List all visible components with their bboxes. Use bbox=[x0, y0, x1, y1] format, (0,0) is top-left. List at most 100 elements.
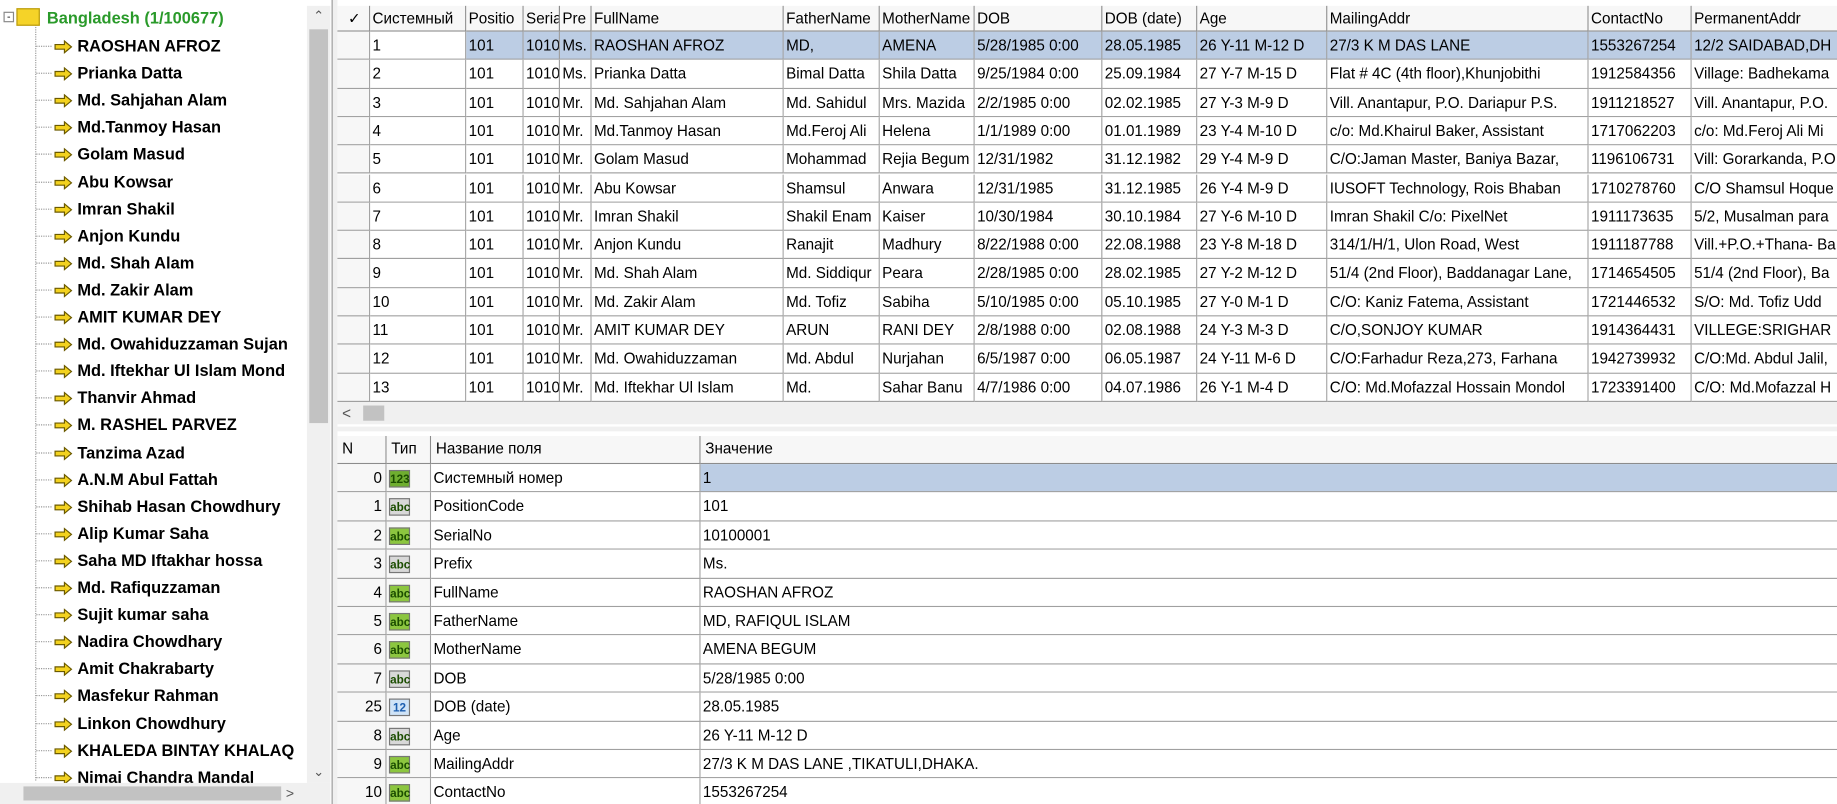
tree-item[interactable]: Masfekur Rahman bbox=[77, 686, 219, 705]
grid-cell[interactable]: 314/1/H/1, Ulon Road, West bbox=[1327, 230, 1589, 260]
grid-cell[interactable]: C/O: Md.Mofazzal H bbox=[1691, 373, 1837, 402]
grid-cell[interactable]: Md. bbox=[783, 373, 880, 402]
tree-item[interactable]: Md. Shah Alam bbox=[77, 252, 195, 272]
grid-cell[interactable]: Abu Kowsar bbox=[591, 174, 784, 203]
grid-cell[interactable]: C/O:Jaman Master, Baniya Bazar, bbox=[1327, 145, 1589, 175]
grid-cell[interactable]: 27 Y-0 M-1 D bbox=[1197, 287, 1328, 317]
grid-cell[interactable]: IUSOFT Technology, Rois Bhaban bbox=[1327, 174, 1589, 203]
grid-cell[interactable]: 9 bbox=[370, 259, 467, 288]
grid-cell[interactable]: Shamsul bbox=[783, 174, 880, 203]
grid-cell[interactable]: RAOSHAN AFROZ bbox=[591, 31, 784, 61]
field-name[interactable]: DOB (date) bbox=[431, 692, 701, 722]
grid-cell[interactable]: 2 bbox=[370, 60, 467, 89]
grid-cell[interactable]: Vill. Anantapur, P.O. bbox=[1691, 88, 1837, 118]
grid-cell[interactable]: 27 Y-6 M-10 D bbox=[1197, 202, 1328, 231]
grid-cell[interactable]: 1010 bbox=[523, 145, 561, 175]
grid-cell[interactable]: 06.05.1987 bbox=[1102, 344, 1198, 374]
grid-cell[interactable]: 1911218527 bbox=[1588, 88, 1692, 118]
grid-cell[interactable]: Vill.+P.O.+Thana- Ba bbox=[1691, 230, 1837, 260]
grid-cell[interactable]: 1 bbox=[370, 31, 467, 61]
row-indicator[interactable] bbox=[337, 202, 371, 231]
grid-cell[interactable]: 3 bbox=[370, 88, 467, 118]
row-indicator[interactable] bbox=[337, 230, 371, 260]
grid-cell[interactable]: 27 Y-2 M-12 D bbox=[1197, 259, 1328, 288]
grid-cell[interactable]: Md. Tofiz bbox=[783, 287, 880, 317]
field-value[interactable]: AMENA BEGUM bbox=[700, 635, 1837, 665]
grid-cell[interactable]: 5/28/1985 0:00 bbox=[974, 31, 1103, 61]
grid-cell[interactable]: Md. Shah Alam bbox=[591, 259, 784, 288]
field-value[interactable]: 26 Y-11 M-12 D bbox=[700, 721, 1837, 751]
grid-cell[interactable]: 101 bbox=[466, 174, 524, 203]
tree-item[interactable]: Linkon Chowdhury bbox=[77, 713, 226, 732]
grid-cell[interactable]: 51/4 (2nd Floor), Baddanagar Lane, bbox=[1327, 259, 1589, 288]
grid-cell[interactable]: C/O:Md. Abdul Jalil, bbox=[1691, 344, 1837, 374]
grid-cell[interactable]: 1/1/1989 0:00 bbox=[974, 117, 1103, 146]
grid-cell[interactable]: 1010 bbox=[523, 31, 561, 61]
grid-cell[interactable]: Vill: Gorarkanda, P.O bbox=[1691, 145, 1837, 175]
grid-cell[interactable]: Flat # 4C (4th floor),Khunjobithi bbox=[1327, 60, 1589, 89]
row-indicator[interactable] bbox=[337, 259, 371, 288]
field-value[interactable]: 10100001 bbox=[700, 521, 1837, 550]
grid-cell[interactable]: Ms. bbox=[560, 31, 592, 61]
tree-item[interactable]: Nimai Chandra Mandal bbox=[77, 767, 255, 787]
grid-cell[interactable]: 1911187788 bbox=[1588, 230, 1692, 260]
grid-cell[interactable]: 4 bbox=[370, 117, 467, 146]
grid-cell[interactable]: 5 bbox=[370, 145, 467, 175]
grid-cell[interactable]: 12/31/1985 bbox=[974, 174, 1103, 203]
grid-cell[interactable]: Anjon Kundu bbox=[591, 230, 784, 260]
grid-cell[interactable]: 24 Y-11 M-6 D bbox=[1197, 344, 1328, 374]
column-header[interactable]: Название поля bbox=[431, 435, 701, 465]
grid-cell[interactable]: 27 Y-7 M-15 D bbox=[1197, 60, 1328, 89]
grid-cell[interactable]: 1010 bbox=[523, 230, 561, 260]
grid-cell[interactable]: 1010 bbox=[523, 287, 561, 317]
grid-cell[interactable]: 12/31/1982 bbox=[974, 145, 1103, 175]
tree-item[interactable]: RAOSHAN AFROZ bbox=[77, 36, 221, 56]
tree-item[interactable]: Md. Owahiduzzaman Sujan bbox=[77, 334, 288, 353]
grid-cell[interactable]: C/O: Md.Mofazzal Hossain Mondol bbox=[1327, 373, 1589, 402]
column-header[interactable]: ContactNo bbox=[1588, 5, 1692, 32]
grid-cell[interactable]: Mr. bbox=[560, 344, 592, 374]
grid-cell[interactable]: Mr. bbox=[560, 202, 592, 231]
tree-item[interactable]: Shihab Hasan Chowdhury bbox=[77, 496, 281, 516]
tree-item[interactable]: Abu Kowsar bbox=[77, 171, 174, 191]
grid-cell[interactable]: Mr. bbox=[560, 373, 592, 402]
grid-cell[interactable]: 101 bbox=[466, 145, 524, 175]
grid-cell[interactable]: 12 bbox=[370, 344, 467, 374]
tree-item[interactable]: A.N.M Abul Fattah bbox=[77, 469, 218, 489]
grid-cell[interactable]: Md.Feroj Ali bbox=[783, 117, 880, 146]
grid-cell[interactable]: AMENA bbox=[879, 31, 975, 61]
field-value[interactable]: Ms. bbox=[700, 549, 1837, 579]
grid-cell[interactable]: Madhury bbox=[879, 230, 975, 260]
grid-cell[interactable]: Kaiser bbox=[879, 202, 975, 231]
row-indicator[interactable] bbox=[337, 344, 371, 374]
field-name[interactable]: PositionCode bbox=[431, 492, 701, 522]
field-name[interactable]: SerialNo bbox=[431, 521, 701, 550]
tree-root[interactable]: Bangladesh (1/100677) bbox=[46, 8, 224, 27]
grid-cell[interactable]: 02.08.1988 bbox=[1102, 316, 1198, 345]
grid-cell[interactable]: 1010 bbox=[523, 373, 561, 402]
grid-cell[interactable]: Mr. bbox=[560, 88, 592, 118]
grid-cell[interactable]: 7 bbox=[370, 202, 467, 231]
grid-cell[interactable]: 101 bbox=[466, 373, 524, 402]
grid-cell[interactable]: 1010 bbox=[523, 344, 561, 374]
tree-item[interactable]: Alip Kumar Saha bbox=[77, 523, 209, 543]
grid-cell[interactable]: Mr. bbox=[560, 230, 592, 260]
grid-cell[interactable]: C/O,SONJOY KUMAR bbox=[1327, 316, 1589, 345]
field-name[interactable]: FullName bbox=[431, 578, 701, 608]
tree-item[interactable]: Golam Masud bbox=[77, 144, 185, 164]
grid-cell[interactable]: Nurjahan bbox=[879, 344, 975, 374]
grid-cell[interactable]: 101 bbox=[466, 344, 524, 374]
grid-cell[interactable]: 1914364431 bbox=[1588, 316, 1692, 345]
grid-cell[interactable]: 23 Y-8 M-18 D bbox=[1197, 230, 1328, 260]
row-indicator[interactable] bbox=[337, 88, 371, 118]
grid-cell[interactable]: Mr. bbox=[560, 117, 592, 146]
grid-cell[interactable]: ARUN bbox=[783, 316, 880, 345]
grid-cell[interactable]: Rejia Begum bbox=[879, 145, 975, 175]
tree-item[interactable]: Md. Zakir Alam bbox=[77, 279, 194, 299]
grid-cell[interactable]: Mrs. Mazida bbox=[879, 88, 975, 118]
grid-cell[interactable]: 2/2/1985 0:00 bbox=[974, 88, 1103, 118]
grid-cell[interactable]: Mr. bbox=[560, 287, 592, 317]
grid-cell[interactable]: 4/7/1986 0:00 bbox=[974, 373, 1103, 402]
grid-cell[interactable]: 24 Y-3 M-3 D bbox=[1197, 316, 1328, 345]
grid-cell[interactable]: 1942739932 bbox=[1588, 344, 1692, 374]
